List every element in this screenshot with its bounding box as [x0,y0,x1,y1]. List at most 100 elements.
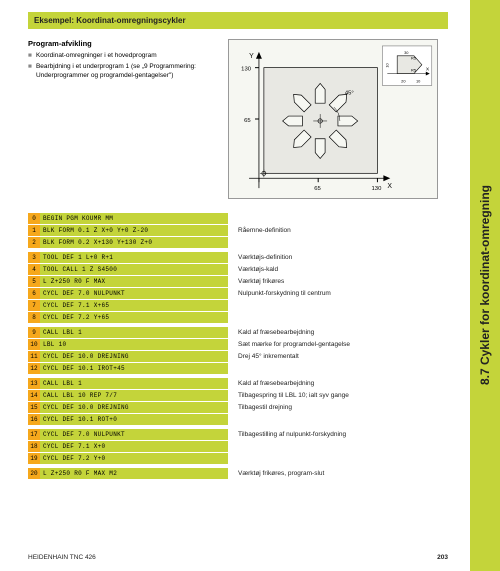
code-row: 1BLK FORM 0.1 Z X+0 Y+0 Z-20Råemne-defin… [28,225,448,236]
line-number: 11 [28,351,40,362]
code-row: 5L Z+250 R0 F MAXVærktøj frikøres [28,276,448,287]
code-row: 2BLK FORM 0.2 X+130 Y+130 Z+0 [28,237,448,248]
code-description: Drej 45° inkrementalt [228,351,448,362]
code-description: Kald af fræsebearbejdning [228,327,448,338]
nc-code: CALL LBL 1 [40,378,228,389]
line-number: 3 [28,252,40,263]
code-description: Tilbagestilling af nulpunkt-forskydning [228,429,448,440]
nc-code: BLK FORM 0.2 X+130 Y+130 Z+0 [40,237,228,248]
code-description [228,312,448,323]
code-row: 13CALL LBL 1Kald af fræsebearbejdning [28,378,448,389]
page-number: 203 [437,554,448,561]
code-description [228,213,448,224]
line-number: 20 [28,468,40,479]
code-row: 11CYCL DEF 10.0 DREJNINGDrej 45° inkreme… [28,351,448,362]
line-number: 1 [28,225,40,236]
code-row: 20L Z+250 R0 F MAX M2Værktøj frikøres, p… [28,468,448,479]
nc-code: CYCL DEF 10.1 ROT+0 [40,414,228,425]
nc-code: TOOL DEF 1 L+0 R+1 [40,252,228,263]
line-number: 6 [28,288,40,299]
nc-code: L Z+250 R0 F MAX M2 [40,468,228,479]
nc-code: CYCL DEF 10.1 IROT+45 [40,363,228,374]
coordinate-diagram: Y X 65 130 65 130 [228,39,438,199]
nc-program-listing: 0BEGIN PGM KOUMR MM1BLK FORM 0.1 Z X+0 Y… [28,213,448,479]
code-description: Råemne-definition [228,225,448,236]
svg-text:X: X [387,183,392,190]
code-description [228,453,448,464]
line-number: 13 [28,378,40,389]
svg-text:R5: R5 [411,68,417,73]
bullet-text: Bearbjdning i et underprogram 1 (se „9 P… [36,63,218,81]
code-description: Nulpunkt-forskydning til centrum [228,288,448,299]
code-row: 8CYCL DEF 7.2 Y+65 [28,312,448,323]
line-number: 10 [28,339,40,350]
section-tab-label: 8.7 Cykler for koordinat-omregning [478,185,492,385]
line-number: 0 [28,213,40,224]
intro-row: Program-afvikling ■ Koordinat-omregninge… [28,39,454,199]
code-row: 10LBL 10Sæt mærke for programdel-gentage… [28,339,448,350]
line-number: 4 [28,264,40,275]
code-description: Tilbagestil drejning [228,402,448,413]
example-title: Eksempel: Koordinat-omregningscykler [28,12,448,29]
nc-code: CYCL DEF 7.2 Y+0 [40,453,228,464]
code-description: Kald af fræsebearbejdning [228,378,448,389]
nc-code: CALL LBL 10 REP 7/7 [40,390,228,401]
nc-code: L Z+250 R0 F MAX [40,276,228,287]
code-row: 3TOOL DEF 1 L+0 R+1Værktøjs-definition [28,252,448,263]
program-flow-heading: Program-afvikling [28,39,218,48]
page: Eksempel: Koordinat-omregningscykler Pro… [0,0,470,571]
line-number: 16 [28,414,40,425]
line-number: 18 [28,441,40,452]
code-row: 7CYCL DEF 7.1 X+65 [28,300,448,311]
svg-text:65: 65 [314,186,321,192]
bullet-item: ■ Koordinat-omregninger i et hovedprogra… [28,52,218,61]
svg-text:130: 130 [372,186,383,192]
svg-text:R5: R5 [411,56,417,61]
code-description [228,237,448,248]
svg-text:130: 130 [241,67,252,73]
line-number: 19 [28,453,40,464]
code-row: 9CALL LBL 1Kald af fræsebearbejdning [28,327,448,338]
line-number: 8 [28,312,40,323]
line-number: 15 [28,402,40,413]
line-number: 9 [28,327,40,338]
code-description: Værktøjs-kald [228,264,448,275]
code-row: 18CYCL DEF 7.1 X+0 [28,441,448,452]
line-number: 2 [28,237,40,248]
code-row: 12CYCL DEF 10.1 IROT+45 [28,363,448,374]
svg-text:65: 65 [244,118,251,124]
bullet-text: Koordinat-omregninger i et hovedprogram [36,52,157,61]
code-row: 0BEGIN PGM KOUMR MM [28,213,448,224]
line-number: 17 [28,429,40,440]
footer-model: HEIDENHAIN TNC 426 [28,554,96,561]
line-number: 12 [28,363,40,374]
code-row: 17CYCL DEF 7.0 NULPUNKTTilbagestilling a… [28,429,448,440]
nc-code: CYCL DEF 7.0 NULPUNKT [40,288,228,299]
code-description: Værktøjs-definition [228,252,448,263]
nc-code: CYCL DEF 7.0 NULPUNKT [40,429,228,440]
nc-code: CYCL DEF 10.0 DREJNING [40,402,228,413]
bullet-marker: ■ [28,63,32,81]
nc-code: CYCL DEF 7.1 X+0 [40,441,228,452]
code-description [228,414,448,425]
code-description: Værktøj frikøres, program-slut [228,468,448,479]
code-description: Tilbagespring til LBL 10; ialt syv gange [228,390,448,401]
nc-code: CYCL DEF 7.1 X+65 [40,300,228,311]
code-row: 14CALL LBL 10 REP 7/7Tilbagespring til L… [28,390,448,401]
code-row: 19CYCL DEF 7.2 Y+0 [28,453,448,464]
line-number: 5 [28,276,40,287]
code-description [228,441,448,452]
svg-text:Y: Y [249,53,254,60]
nc-code: CYCL DEF 7.2 Y+65 [40,312,228,323]
code-description [228,300,448,311]
nc-code: BLK FORM 0.1 Z X+0 Y+0 Z-20 [40,225,228,236]
code-row: 6CYCL DEF 7.0 NULPUNKTNulpunkt-forskydni… [28,288,448,299]
code-row: 16CYCL DEF 10.1 ROT+0 [28,414,448,425]
program-flow: Program-afvikling ■ Koordinat-omregninge… [28,39,218,199]
line-number: 7 [28,300,40,311]
code-row: 4TOOL CALL 1 Z S4500Værktøjs-kald [28,264,448,275]
nc-code: CYCL DEF 10.0 DREJNING [40,351,228,362]
nc-code: CALL LBL 1 [40,327,228,338]
code-description [228,363,448,374]
nc-code: BEGIN PGM KOUMR MM [40,213,228,224]
